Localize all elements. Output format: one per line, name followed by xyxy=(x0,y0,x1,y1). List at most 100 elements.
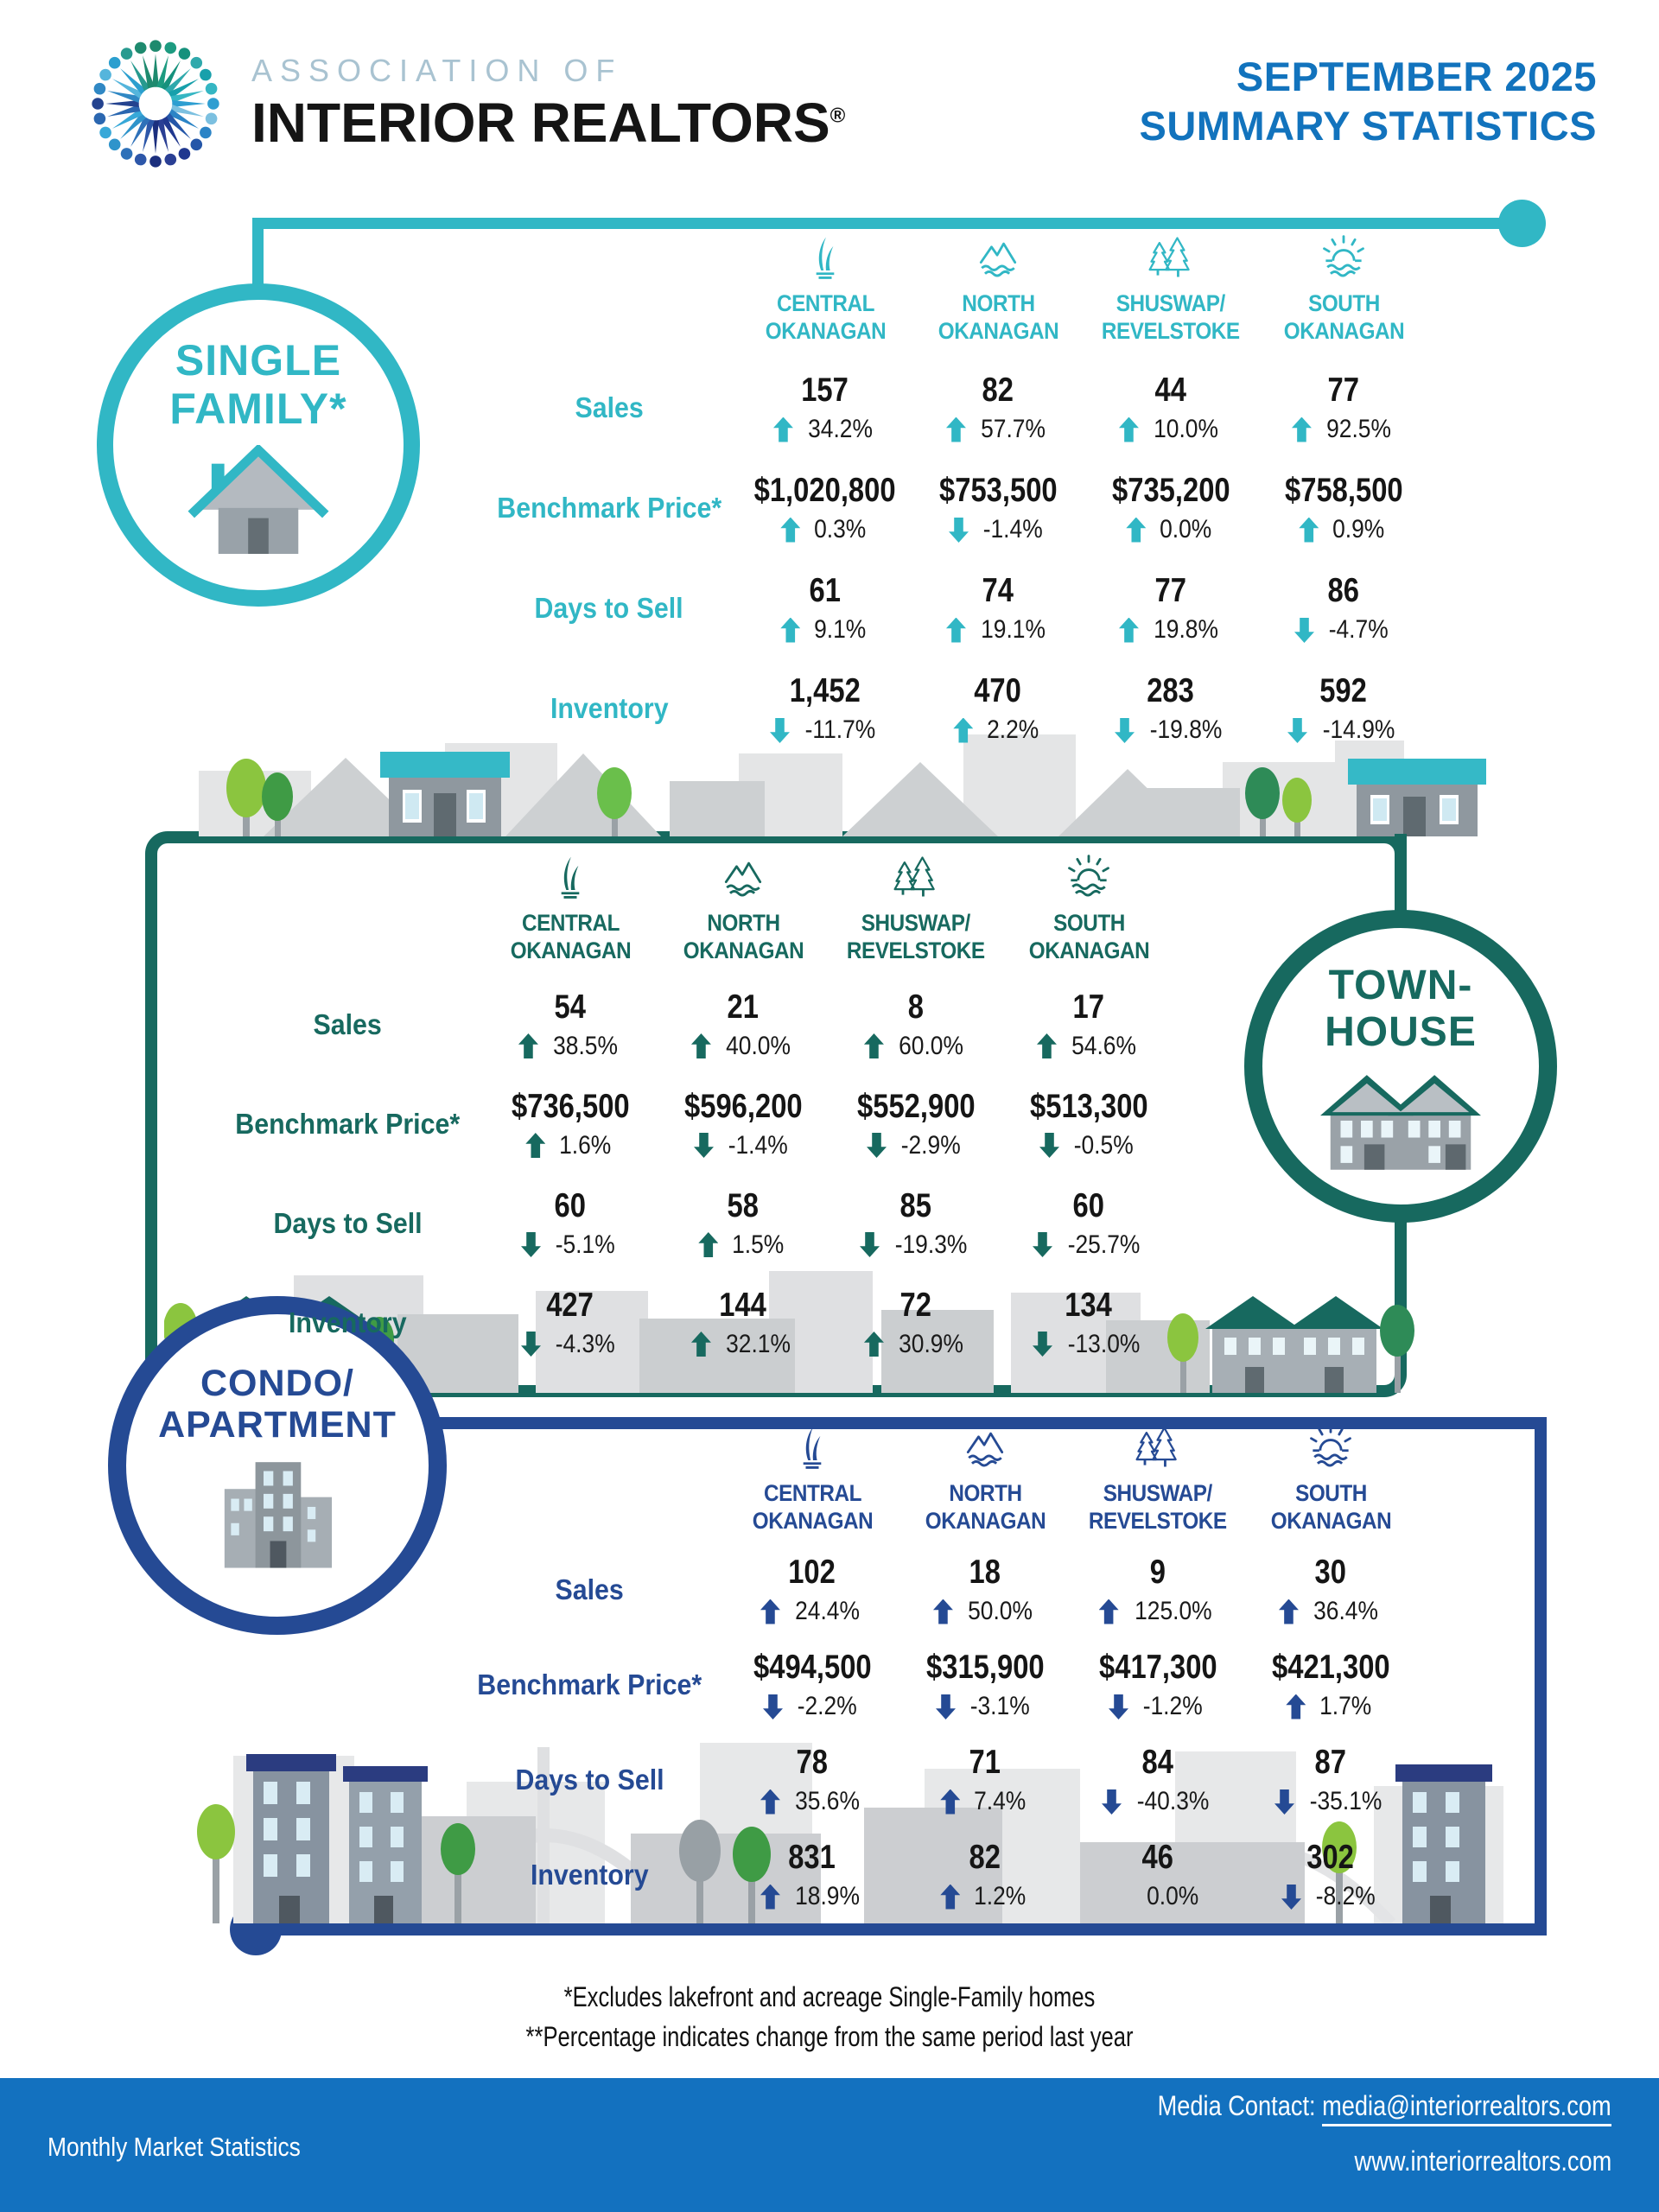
metric-cell: 72 30.9% xyxy=(830,1273,1002,1372)
mountain-lake-icon xyxy=(959,1421,1011,1473)
metric-cell: 21 40.0% xyxy=(657,975,830,1074)
metric-cell: 144 32.1% xyxy=(657,1273,830,1372)
single-family-label: SINGLE FAMILY* xyxy=(169,336,347,433)
row-label-benchmark-price: Benchmark Price* xyxy=(477,1669,702,1700)
footnotes: *Excludes lakefront and acreage Single-F… xyxy=(0,1977,1659,2057)
trend-arrow-icon xyxy=(953,717,974,743)
trend-arrow-icon xyxy=(860,1232,880,1257)
metric-cell: $1,020,800 0.3% xyxy=(754,472,896,543)
metric-cell: 134 -13.0% xyxy=(1002,1273,1175,1372)
trend-arrow-icon xyxy=(1291,416,1312,442)
skyline-illustration-condo xyxy=(197,1743,1503,1923)
townhouse-table: CENTRAL OKANAGAN NORTH OKANAGAN SHUSWAP/RE… xyxy=(212,851,1175,1372)
pine-trees-icon xyxy=(1145,232,1197,283)
spacer-cell xyxy=(480,232,739,358)
spacer-cell xyxy=(212,851,484,975)
row-label-inventory: Inventory xyxy=(550,692,669,724)
condo-connector-bottom-line xyxy=(252,1923,1547,1936)
condo-apartment-table: CENTRAL OKANAGAN NORTH OKANAGAN SHUSWAP/RE… xyxy=(454,1421,1417,1923)
mountain-lake-icon xyxy=(972,232,1024,283)
region-header-north-okanagan: NORTH OKANAGAN xyxy=(912,232,1084,358)
website-line: www.interiorrealtors.com xyxy=(1077,2147,1611,2175)
sun-lake-icon xyxy=(1063,851,1115,903)
trend-arrow-icon xyxy=(940,1884,961,1910)
metric-cell: $417,300 -1.2% xyxy=(1098,1649,1217,1720)
trend-arrow-icon xyxy=(1299,517,1319,543)
single-family-table: CENTRAL OKANAGAN NORTH OKANAGAN SHUSWAP/RE… xyxy=(480,232,1430,759)
metric-cell: $735,200 0.0% xyxy=(1111,472,1230,543)
townhouse-icon xyxy=(1320,1074,1481,1170)
single-family-connector-stub xyxy=(252,218,264,291)
row-label-days-to-sell: Days to Sell xyxy=(515,1764,664,1796)
trend-arrow-icon xyxy=(863,1033,884,1058)
footnote-2: **Percentage indicates change from the s… xyxy=(525,2021,1134,2053)
townhouse-circle: TOWN- HOUSE xyxy=(1244,910,1557,1223)
metric-cell: 46 0.0% xyxy=(1141,1839,1199,1910)
website-link[interactable]: www.interiorrealtors.com xyxy=(1354,2145,1611,2177)
metric-cell: 82 1.2% xyxy=(899,1827,1071,1923)
region-header-shuswap-revelstoke: SHUSWAP/REVELSTOKE xyxy=(1084,232,1257,358)
metric-cell: 86 -4.7% xyxy=(1257,558,1430,658)
metric-cell: 283 -19.8% xyxy=(1084,658,1257,759)
trend-arrow-icon xyxy=(1286,1694,1306,1719)
metric-cell: 102 24.4% xyxy=(726,1542,899,1637)
trend-arrow-icon xyxy=(690,1332,711,1357)
media-contact-email-link[interactable]: media@interiorrealtors.com xyxy=(1322,2090,1611,2126)
metric-cell: $596,200 -1.4% xyxy=(683,1087,803,1160)
trend-arrow-icon xyxy=(1281,1885,1301,1910)
region-header-shuswap-revelstoke: SHUSWAP/REVELSTOKE xyxy=(830,851,1002,975)
metric-cell: 61 9.1% xyxy=(739,558,912,658)
region-header-north-okanagan: NORTH OKANAGAN xyxy=(899,1421,1071,1542)
pine-trees-icon xyxy=(890,851,942,903)
trend-arrow-icon xyxy=(1098,1599,1119,1624)
metric-cell: $315,900 -3.1% xyxy=(925,1649,1045,1720)
trend-arrow-icon xyxy=(863,1332,884,1357)
metric-cell: 18 50.0% xyxy=(899,1542,1071,1637)
metric-cell: 77 92.5% xyxy=(1257,358,1430,458)
page-title: SEPTEMBER 2025 SUMMARY STATISTICS xyxy=(1139,54,1597,149)
trend-arrow-icon xyxy=(521,1332,541,1357)
sail-icon xyxy=(799,232,851,283)
trend-arrow-icon xyxy=(867,1133,887,1158)
single-family-connector-dot xyxy=(1498,200,1546,247)
metric-cell: 592 -14.9% xyxy=(1257,658,1430,759)
trend-arrow-icon xyxy=(1278,1599,1299,1624)
metric-cell: 60 -25.7% xyxy=(1002,1173,1175,1273)
metric-cell: 9 125.0% xyxy=(1071,1542,1244,1637)
trend-arrow-icon xyxy=(1109,1694,1128,1719)
trend-arrow-icon xyxy=(760,1599,780,1624)
trend-arrow-icon xyxy=(694,1133,714,1158)
footnote-1: *Excludes lakefront and acreage Single-F… xyxy=(563,1981,1096,2012)
condo-connector-top-line xyxy=(372,1417,1547,1429)
region-header-south-okanagan: SOUTH OKANAGAN xyxy=(1002,851,1175,975)
trend-arrow-icon xyxy=(1118,617,1139,643)
townhouse-connector-stub xyxy=(1395,834,1407,925)
trend-arrow-icon xyxy=(760,1789,780,1815)
pine-trees-icon xyxy=(1132,1421,1184,1473)
metric-cell: 82 57.7% xyxy=(912,358,1084,458)
association-logo: ASSOCIATION OF INTERIOR REALTORS® xyxy=(82,30,845,177)
metric-cell: 84 -40.3% xyxy=(1071,1732,1244,1827)
starburst-logo-icon xyxy=(92,40,219,168)
row-label-days-to-sell: Days to Sell xyxy=(534,592,684,624)
single-family-connector-line xyxy=(252,218,1522,229)
metric-cell: 30 36.4% xyxy=(1244,1542,1417,1637)
trend-arrow-icon xyxy=(760,1884,780,1910)
sail-icon xyxy=(544,851,596,903)
trend-arrow-icon xyxy=(1118,416,1139,442)
trend-arrow-icon xyxy=(1126,517,1147,543)
logo-association-of: ASSOCIATION OF xyxy=(251,53,623,88)
trend-arrow-icon xyxy=(780,617,801,643)
row-label-benchmark-price: Benchmark Price* xyxy=(497,492,721,524)
region-header-south-okanagan: SOUTH OKANAGAN xyxy=(1257,232,1430,358)
metric-cell: 77 19.8% xyxy=(1084,558,1257,658)
townhouse-label: TOWN- HOUSE xyxy=(1325,963,1477,1055)
trend-arrow-icon xyxy=(932,1599,953,1624)
region-header-central-okanagan: CENTRAL OKANAGAN xyxy=(484,851,657,975)
trend-arrow-icon xyxy=(698,1232,719,1257)
trend-arrow-icon xyxy=(518,1033,538,1058)
metric-cell: 8 60.0% xyxy=(830,975,1002,1074)
metric-cell: 71 7.4% xyxy=(899,1732,1071,1827)
trend-arrow-icon xyxy=(949,518,969,543)
metric-cell: 87 -35.1% xyxy=(1244,1732,1417,1827)
